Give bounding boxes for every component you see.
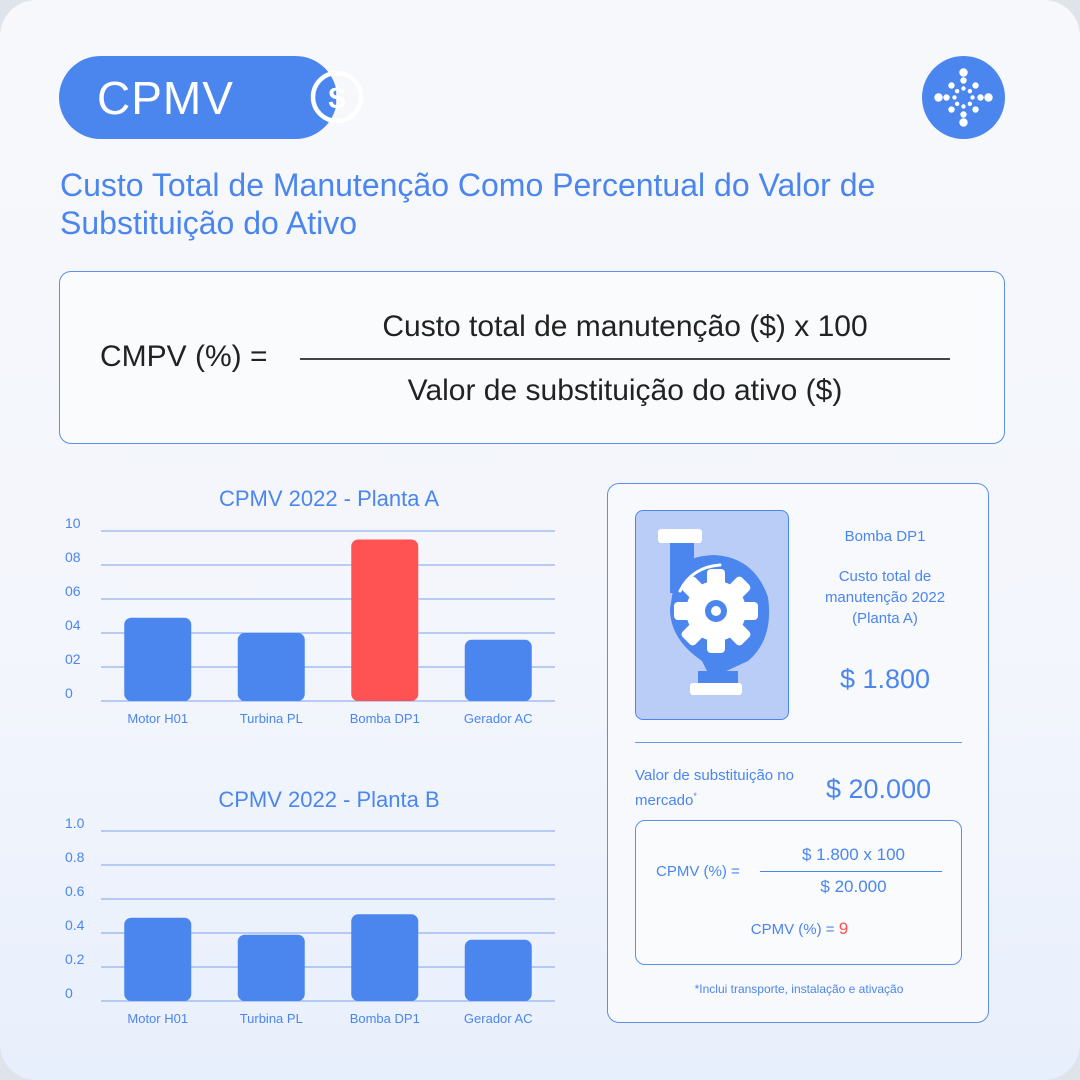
x-tick-label: Bomba DP1	[350, 711, 420, 726]
dollar-circle-icon: $	[310, 70, 364, 124]
calc-result-value: 9	[838, 919, 849, 938]
pump-gear-icon	[658, 529, 770, 695]
bar	[124, 917, 192, 1001]
x-tick-label: Bomba DP1	[350, 1011, 420, 1026]
logo-dot	[984, 93, 993, 102]
logo-dot	[961, 104, 966, 109]
logo-dot	[943, 94, 950, 101]
y-tick-label: 0	[65, 685, 73, 701]
replacement-label: Valor de substituição no mercado*	[635, 766, 835, 811]
asset-info-panel: Bomba DP1 Custo total de manutenção 2022…	[607, 483, 989, 1023]
badge-label: CPMV	[97, 71, 234, 124]
bar-chart-planta-b: 0 0.2 0.4 0.6 0.8 1.0 Motor H01 Turbina PL Bomba…	[65, 815, 555, 1026]
logo-dot	[967, 88, 973, 94]
logo-dot	[948, 106, 955, 113]
chart-title-planta-b: CPMV 2022 - Planta B	[218, 787, 440, 812]
bar	[237, 633, 305, 701]
logo-dot	[967, 101, 973, 107]
calculation-panel: CPMV (%) = $ 1.800 x 100 $ 20.000 CPMV (…	[635, 820, 962, 965]
y-tick-label: 0	[65, 985, 73, 1001]
logo-dot	[960, 111, 967, 118]
logo-dot	[948, 82, 955, 89]
bar	[351, 539, 419, 701]
cost-value: $ 1.800	[839, 664, 931, 694]
x-tick-label: Motor H01	[127, 711, 188, 726]
chart-title-planta-a: CPMV 2022 - Planta A	[218, 486, 440, 511]
footnote-marker: *	[693, 791, 697, 801]
logo-dot	[972, 106, 979, 113]
x-tick-label: Turbina PL	[240, 711, 303, 726]
y-tick-label: 04	[65, 617, 81, 633]
asset-name: Bomba DP1	[844, 528, 926, 545]
pump-illustration	[635, 510, 789, 720]
formula-panel: CMPV (%) = Custo total de manutenção ($)…	[59, 271, 1005, 444]
logo-dot	[954, 101, 960, 107]
x-tick-label: Gerador AC	[464, 1011, 533, 1026]
cpmv-badge: CPMV $	[59, 56, 364, 139]
formula-lhs: CMPV (%) =	[100, 340, 268, 373]
cost-description: Custo total de manutenção 2022 (Planta A…	[824, 568, 946, 627]
replacement-value: $ 20.000	[826, 774, 932, 804]
calc-lhs: CPMV (%) =	[656, 863, 740, 880]
calc-denominator: $ 20.000	[820, 877, 887, 896]
logo-dot	[959, 68, 968, 77]
y-tick-label: 10	[65, 515, 81, 531]
x-tick-label: Turbina PL	[240, 1011, 303, 1026]
logo-dot	[954, 88, 960, 94]
logo-dot	[934, 93, 943, 102]
y-tick-label: 0.8	[65, 849, 85, 865]
dots-circle-logo-icon	[922, 56, 1005, 139]
x-tick-label: Gerador AC	[464, 711, 533, 726]
logo-dot	[960, 77, 967, 84]
y-tick-label: 0.4	[65, 917, 85, 933]
logo-dot	[972, 82, 979, 89]
formula-numerator: Custo total de manutenção ($) x 100	[382, 310, 868, 343]
bar	[464, 939, 532, 1001]
x-tick-label: Motor H01	[127, 1011, 188, 1026]
logo-dot	[970, 95, 975, 100]
calc-numerator: $ 1.800 x 100	[801, 845, 906, 864]
logo-dot	[977, 94, 984, 101]
footnote: *Inclui transporte, instalação e ativaçã…	[694, 982, 904, 996]
formula-denominator: Valor de substituição do ativo ($)	[407, 374, 843, 407]
logo-dot	[952, 95, 957, 100]
fraction-bar	[300, 358, 950, 360]
y-tick-label: 02	[65, 651, 81, 667]
bar	[237, 934, 305, 1001]
y-tick-label: 0.2	[65, 951, 85, 967]
bar-chart-planta-a: 0 02 04 06 08 10 Motor H01 Turbina PL Bomba DP1 G…	[65, 515, 555, 726]
y-tick-label: 08	[65, 549, 81, 565]
y-tick-label: 06	[65, 583, 81, 599]
logo-dot	[961, 86, 966, 91]
page-title: Custo Total de Manutenção Como Percentua…	[60, 167, 876, 241]
svg-text:$: $	[328, 80, 345, 115]
calc-result-label: CPMV (%) =	[750, 921, 835, 938]
logo-dot	[959, 118, 968, 127]
calc-result: CPMV (%) = 9	[636, 919, 963, 939]
y-tick-label: 1.0	[65, 815, 85, 831]
replacement-label-text: Valor de substituição no mercado	[635, 767, 794, 809]
y-tick-label: 0.6	[65, 883, 85, 899]
calc-fraction-bar	[760, 871, 942, 872]
bar	[351, 914, 419, 1001]
bar	[124, 617, 192, 701]
divider	[635, 742, 962, 743]
bar	[464, 639, 532, 701]
